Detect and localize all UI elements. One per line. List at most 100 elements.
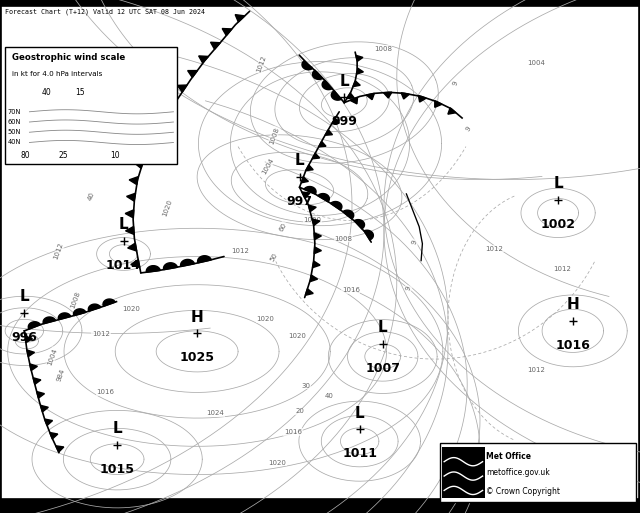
Text: L: L	[294, 153, 305, 168]
Text: 1014: 1014	[106, 259, 141, 272]
Polygon shape	[364, 230, 373, 240]
Text: L: L	[553, 176, 563, 191]
Polygon shape	[27, 350, 35, 357]
FancyBboxPatch shape	[1, 6, 639, 499]
Text: 1000: 1000	[303, 216, 321, 223]
Text: 9: 9	[411, 239, 419, 245]
Polygon shape	[301, 177, 308, 183]
Polygon shape	[40, 405, 48, 412]
Polygon shape	[308, 205, 316, 212]
Text: L: L	[19, 289, 29, 304]
Polygon shape	[28, 322, 40, 329]
Polygon shape	[435, 101, 442, 107]
Polygon shape	[43, 317, 56, 324]
Polygon shape	[356, 68, 364, 74]
Polygon shape	[353, 81, 360, 87]
Polygon shape	[74, 309, 86, 315]
Polygon shape	[332, 118, 339, 124]
Text: in kt for 4.0 hPa intervals: in kt for 4.0 hPa intervals	[12, 71, 102, 77]
Polygon shape	[314, 247, 321, 253]
Polygon shape	[325, 130, 332, 135]
Polygon shape	[36, 391, 45, 398]
Text: 1002: 1002	[541, 218, 575, 231]
Polygon shape	[305, 289, 313, 295]
Polygon shape	[125, 210, 134, 218]
Polygon shape	[177, 85, 187, 92]
Text: 1020: 1020	[257, 316, 275, 322]
Text: 1016: 1016	[97, 389, 115, 396]
Text: 996: 996	[12, 331, 37, 344]
Text: 1008: 1008	[335, 235, 353, 242]
Polygon shape	[188, 71, 197, 77]
Text: 1012: 1012	[553, 266, 571, 272]
Text: 1012: 1012	[527, 367, 545, 373]
Text: © Crown Copyright: © Crown Copyright	[486, 486, 561, 496]
Polygon shape	[58, 313, 71, 320]
Polygon shape	[56, 446, 64, 452]
Text: L: L	[118, 218, 129, 232]
Polygon shape	[45, 419, 52, 425]
Polygon shape	[127, 193, 136, 201]
Text: 40: 40	[325, 393, 334, 399]
Polygon shape	[149, 130, 159, 137]
Polygon shape	[125, 227, 134, 234]
Text: 1012: 1012	[53, 242, 65, 261]
Text: 1008: 1008	[70, 291, 81, 309]
FancyBboxPatch shape	[440, 443, 636, 502]
Text: 1012: 1012	[255, 55, 267, 73]
Polygon shape	[50, 432, 58, 439]
Polygon shape	[33, 378, 41, 384]
Text: 1020: 1020	[153, 105, 164, 123]
Text: 1015: 1015	[100, 463, 134, 476]
Text: 1012: 1012	[231, 248, 249, 254]
Polygon shape	[302, 192, 310, 198]
Text: 1004: 1004	[527, 60, 545, 66]
Text: 9: 9	[465, 126, 472, 133]
Polygon shape	[312, 70, 323, 80]
Polygon shape	[129, 176, 138, 185]
FancyBboxPatch shape	[5, 47, 177, 164]
Polygon shape	[350, 97, 358, 104]
Polygon shape	[198, 255, 211, 263]
Polygon shape	[180, 260, 195, 266]
Polygon shape	[304, 187, 316, 194]
Text: 9: 9	[452, 80, 460, 86]
Polygon shape	[198, 56, 209, 63]
Text: 997: 997	[287, 195, 312, 208]
Polygon shape	[448, 108, 456, 114]
Text: metoffice.gov.uk: metoffice.gov.uk	[486, 468, 550, 477]
Polygon shape	[134, 161, 143, 168]
Polygon shape	[235, 14, 244, 22]
Text: 1012: 1012	[485, 246, 503, 252]
Polygon shape	[401, 93, 410, 99]
Text: L: L	[112, 421, 122, 436]
Text: 1020: 1020	[268, 460, 286, 466]
Text: 1016: 1016	[342, 287, 360, 293]
Text: 999: 999	[332, 115, 357, 128]
Polygon shape	[302, 61, 312, 70]
Polygon shape	[147, 266, 160, 272]
Text: Geostrophic wind scale: Geostrophic wind scale	[12, 53, 125, 63]
Polygon shape	[355, 220, 365, 229]
Text: 20: 20	[295, 408, 304, 415]
Text: 1020: 1020	[122, 306, 140, 312]
Text: 40N: 40N	[8, 140, 21, 146]
Text: 1016: 1016	[284, 429, 302, 435]
Text: 1016: 1016	[556, 339, 590, 351]
Text: 15: 15	[76, 88, 85, 97]
Text: 60N: 60N	[8, 119, 21, 125]
Polygon shape	[331, 202, 342, 210]
Text: 70N: 70N	[8, 109, 21, 115]
Polygon shape	[312, 261, 320, 268]
Polygon shape	[383, 92, 392, 98]
Polygon shape	[347, 93, 355, 98]
Text: 50N: 50N	[8, 129, 21, 135]
Text: 1008: 1008	[268, 127, 280, 145]
Text: L: L	[355, 406, 365, 421]
Polygon shape	[310, 275, 317, 282]
Text: 80: 80	[20, 151, 30, 160]
Polygon shape	[222, 29, 232, 35]
Polygon shape	[319, 142, 326, 147]
Text: 1024: 1024	[206, 410, 224, 416]
Polygon shape	[141, 145, 150, 152]
